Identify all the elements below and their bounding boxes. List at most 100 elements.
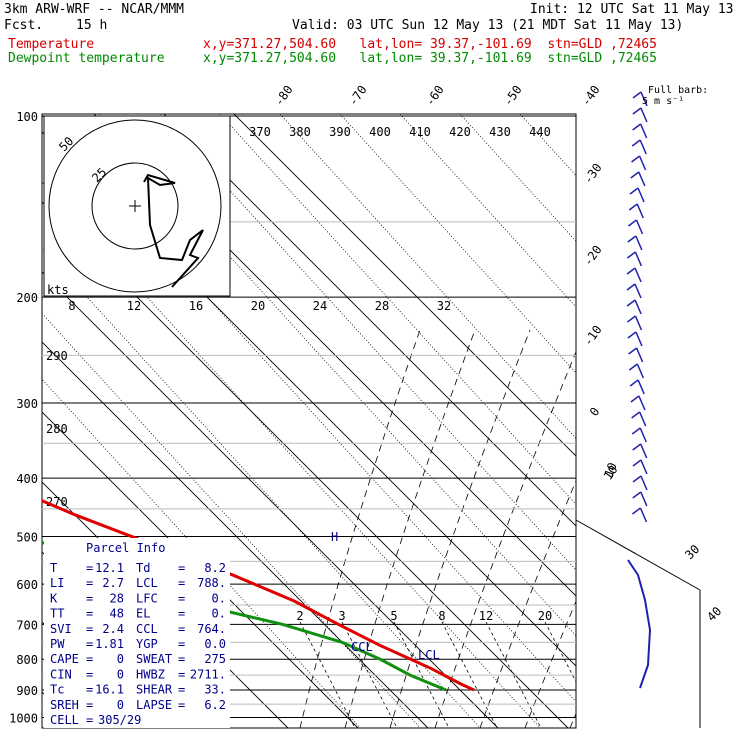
wind-barb: [638, 155, 647, 171]
parcel-field: 0.: [212, 607, 226, 621]
dewpoint-line: [42, 540, 447, 692]
mixing-ratio-line: [485, 621, 542, 728]
parcel-field: 12.1: [95, 561, 124, 575]
isotherm-label: -60: [423, 83, 447, 109]
wind-barb-flag: [628, 203, 638, 211]
model-title: 3km ARW-WRF -- NCAR/MMM: [4, 2, 185, 17]
wind-barb: [634, 283, 642, 299]
pressure-label: 1000: [9, 712, 38, 726]
parcel-field: EL: [136, 607, 150, 621]
parcel-field: =: [178, 607, 185, 621]
parcel-field: =: [178, 667, 185, 681]
parcel-field: =: [178, 576, 185, 590]
parcel-field: 764.: [197, 622, 226, 636]
wind-barb: [634, 315, 643, 331]
mixing-ratio-label: 5: [390, 609, 397, 623]
parcel-field: =: [86, 698, 93, 712]
mixing-ratio-line: [341, 621, 398, 728]
mixing-ratio-line: [393, 621, 450, 728]
isotherm-label: -20: [581, 243, 605, 269]
pressure-label: 600: [16, 578, 38, 592]
isotherm-label: -40: [579, 83, 603, 109]
wind-barb-flag: [628, 347, 638, 355]
wind-barb-flag: [628, 219, 637, 227]
isotherm-line: [42, 411, 359, 728]
pressure-label: 100: [16, 110, 38, 124]
hodograph: 50 25 kts: [43, 115, 231, 297]
wind-barb: [639, 139, 647, 155]
theta-label: 400: [369, 125, 391, 139]
barb-ring-label-30: 30: [682, 542, 702, 562]
parcel-field: SREH: [50, 698, 79, 712]
pressure-label: 400: [16, 472, 38, 486]
isotherm-label: -10: [581, 323, 605, 349]
wind-barb: [636, 203, 644, 219]
wind-barb: [640, 443, 648, 459]
isotherm-label: -80: [272, 83, 296, 109]
moist-adiabat: [299, 329, 421, 728]
barb-hodo-trace: [627, 559, 652, 689]
theta-left-label: 290: [46, 349, 68, 363]
parcel-field: 2.4: [102, 622, 124, 636]
moist-adiabat: [389, 329, 531, 728]
barb-ring-label-10: 10: [602, 461, 620, 479]
ccl-marker: CCL: [351, 640, 373, 654]
isotherm-line: [0, 114, 8, 728]
parcel-field: CIN: [50, 667, 72, 681]
wind-barb: [638, 171, 646, 187]
mixing-ratio-label: 8: [438, 609, 445, 623]
wind-barb: [634, 251, 643, 267]
parcel-field: =: [178, 683, 185, 697]
wind-barb-flag: [628, 363, 638, 371]
isotherm-label: -50: [501, 83, 525, 109]
dry-adiabat: [459, 114, 576, 242]
forecast-hour: 15 h: [76, 18, 108, 33]
wind-barb-flag: [626, 283, 636, 291]
parcel-field: =: [86, 652, 93, 666]
wind-barb-flag: [626, 299, 636, 307]
dry-adiabat: [519, 114, 576, 176]
parcel-field: Td: [136, 561, 150, 575]
parcel-field: HWBZ: [136, 667, 165, 681]
pressure-label: 800: [16, 653, 38, 667]
parcel-field: 28: [110, 591, 124, 605]
parcel-field: =: [86, 683, 93, 697]
parcel-field: =: [86, 637, 93, 651]
parcel-field: 8.2: [204, 561, 226, 575]
h-marker: H: [331, 530, 338, 544]
parcel-field: 16.1: [95, 683, 124, 697]
mixing-ratio-label: 20: [538, 609, 552, 623]
wind-barb: [635, 331, 643, 347]
wind-barb-flag: [632, 491, 642, 499]
lcl-marker: LCL: [418, 648, 440, 662]
wind-barb-flag: [631, 155, 640, 163]
parcel-field: 1.81: [95, 637, 124, 651]
parcel-field: YGP: [136, 637, 158, 651]
pressure-label: 200: [16, 291, 38, 305]
theta-label: 410: [409, 125, 431, 139]
parcel-field: 33.: [204, 683, 226, 697]
wind-legend-title: Full barb:: [648, 85, 708, 96]
init-time: Init: 12 UTC Sat 11 May 13: [530, 2, 734, 17]
hodograph-speed-label: 28: [375, 299, 389, 313]
wind-barb: [637, 379, 645, 395]
wind-barb: [639, 123, 648, 139]
mixing-ratio-line: [544, 621, 576, 683]
wind-barb: [640, 107, 648, 123]
wind-barb-flag: [629, 379, 639, 387]
parcel-field: 0: [117, 667, 124, 681]
pressure-label: 700: [16, 618, 38, 632]
parcel-field: 0.0: [204, 637, 226, 651]
parcel-field: 2711.: [190, 667, 226, 681]
parcel-field: PW: [50, 637, 65, 651]
hodograph-ring-50: [48, 119, 222, 293]
isotherm-label: -70: [346, 83, 370, 109]
moist-adiabat: [434, 350, 576, 728]
wind-barb-flag: [626, 315, 636, 323]
pressure-label: 900: [16, 684, 38, 698]
parcel-field: LI: [50, 576, 64, 590]
theta-label: 390: [329, 125, 351, 139]
wind-barb-flag: [626, 267, 636, 275]
parcel-field: =: [86, 667, 93, 681]
parcel-field: LAPSE: [136, 698, 172, 712]
